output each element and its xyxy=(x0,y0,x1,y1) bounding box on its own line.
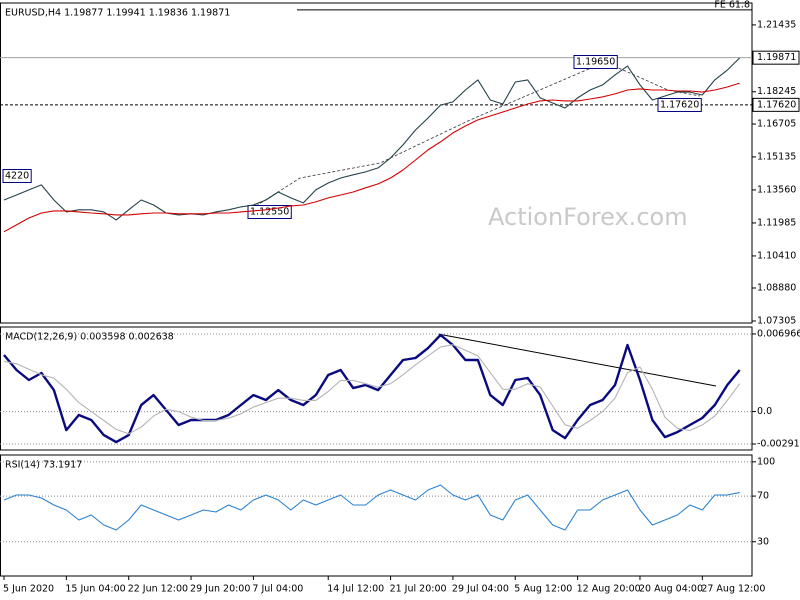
x-tick-label: 29 Jun 20:00 xyxy=(190,584,250,595)
panel-frame xyxy=(0,2,753,324)
x-tick-label: 7 Jul 04:00 xyxy=(252,584,303,595)
x-tick-label: 5 Jun 2020 xyxy=(3,584,54,595)
annotation-label: 1.19650 xyxy=(576,57,615,68)
y-tick-label: 100 xyxy=(757,456,775,467)
y-tick-label: 0.006966 xyxy=(757,328,800,339)
x-tick-label: 27 Aug 12:00 xyxy=(701,584,765,595)
panel-title: EURUSD,H4 1.19877 1.19941 1.19836 1.1987… xyxy=(5,8,230,19)
y-tick-label: 0.0 xyxy=(757,406,772,417)
x-tick-label: 14 Jul 12:00 xyxy=(327,584,384,595)
x-tick-label: 29 Jul 04:00 xyxy=(452,584,509,595)
panel-frame xyxy=(0,454,753,577)
y-tick-label: 1.10410 xyxy=(757,250,796,261)
series-line xyxy=(3,333,741,444)
panel-title: RSI(14) 73.1917 xyxy=(5,460,82,471)
pattern-line xyxy=(255,61,701,207)
annotation-label: 4220 xyxy=(5,171,29,182)
x-tick-label: 15 Jun 04:00 xyxy=(65,584,125,595)
y-tick-label: 1.13560 xyxy=(757,184,796,195)
annotation-box xyxy=(2,169,32,183)
series-line xyxy=(3,484,740,531)
y-tick-label: 1.18245 xyxy=(757,86,796,97)
y-tick-label: 1.08880 xyxy=(757,283,796,294)
annotation-box xyxy=(247,205,292,219)
series-line xyxy=(3,57,741,221)
y-tick-label: 1.16705 xyxy=(757,119,796,130)
fe-label: FE 61.8 xyxy=(714,0,750,10)
annotation-box xyxy=(573,55,618,69)
y-tick-label: 1.21435 xyxy=(757,19,796,30)
level-box xyxy=(752,97,800,112)
x-tick-label: 20 Aug 04:00 xyxy=(639,584,703,595)
x-tick-label: 12 Aug 20:00 xyxy=(577,584,641,595)
annotation-box xyxy=(657,98,702,112)
y-tick-label: 1.07305 xyxy=(757,316,796,327)
series-line xyxy=(3,344,741,435)
x-tick-label: 21 Jul 20:00 xyxy=(390,584,447,595)
y-tick-label: -0.002913 xyxy=(757,439,800,450)
y-tick-label: 1.11985 xyxy=(757,217,796,228)
annotation-label: 1.17620 xyxy=(660,100,699,111)
series-line xyxy=(3,82,740,233)
level-label: 1.17620 xyxy=(757,99,796,110)
annotation-label: 1.12550 xyxy=(250,207,289,218)
x-tick-label: 22 Jun 12:00 xyxy=(128,584,188,595)
x-tick-label: 5 Aug 12:00 xyxy=(514,584,572,595)
level-label: 1.19871 xyxy=(757,52,796,63)
y-tick-label: 30 xyxy=(757,536,769,547)
y-tick-label: 1.15135 xyxy=(757,151,796,162)
panel-frame xyxy=(0,326,753,451)
trend-line xyxy=(437,333,717,387)
y-tick-label: 70 xyxy=(757,491,769,502)
level-box xyxy=(752,50,800,65)
watermark: ActionForex.com xyxy=(488,203,688,231)
panel-title: MACD(12,26,9) 0.003598 0.002638 xyxy=(5,332,174,343)
